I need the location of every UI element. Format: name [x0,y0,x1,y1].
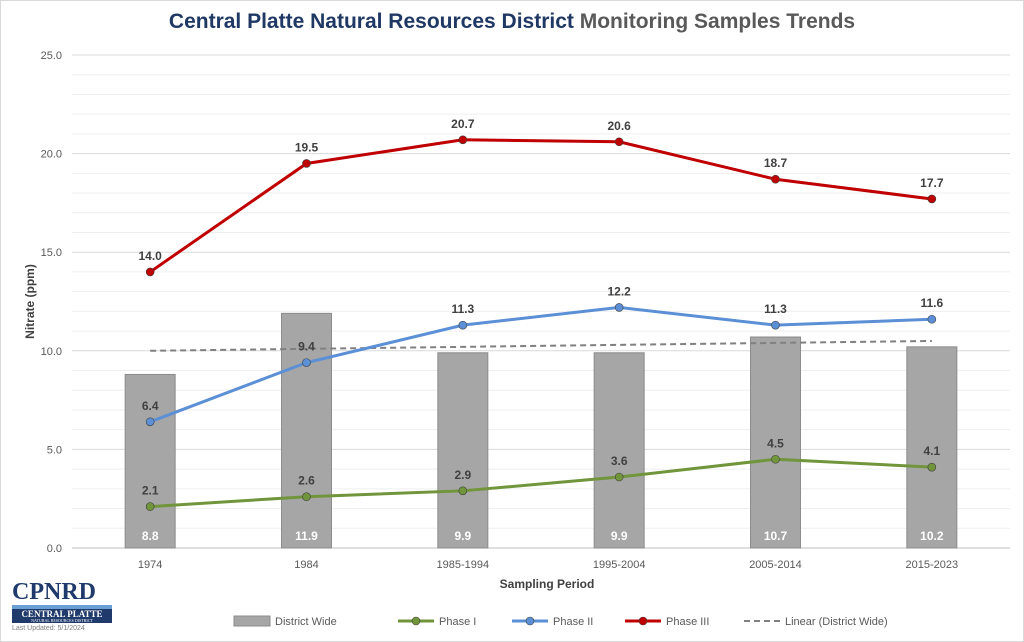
chart-title-district: Central Platte Natural Resources Distric… [168,10,574,33]
data-label-phase-i: 3.6 [611,454,628,468]
point-phase-iii [145,267,155,277]
data-label-district-wide: 9.9 [454,529,471,543]
data-label-phase-iii: 20.6 [607,119,631,133]
data-label-phase-ii: 11.6 [920,296,943,310]
data-label-phase-ii: 12.2 [607,284,631,298]
logo-wordmark: CPNRD [12,579,96,605]
bar-district-wide [124,373,176,549]
point-phase-i [927,462,937,472]
y-axis-title: Nitrate (ppm) [23,264,37,339]
data-label-phase-iii: 19.5 [295,140,319,154]
legend-label-phase-ii: Phase II [553,616,593,628]
point-phase-ii [145,417,155,427]
point-phase-iii [614,137,624,147]
legend-label-district-wide: District Wide [275,616,337,628]
legend-label-phase-i: Phase I [439,616,476,628]
data-label-phase-i: 4.5 [767,436,784,450]
data-label-phase-iii: 18.7 [764,156,788,170]
legend-label-phase-iii: Phase III [666,616,709,628]
x-tick-label: 1985-1994 [437,559,490,571]
trendline-district-wide [150,339,932,352]
logo-band: CENTRAL PLATTE NATURAL RESOURCES DISTRIC… [12,609,112,623]
y-tick-label: 20.0 [41,149,62,161]
x-tick-label: 2015-2023 [906,559,959,571]
data-label-phase-i: 2.9 [454,468,471,482]
y-tick-label: 10.0 [41,346,62,358]
data-label-district-wide: 11.9 [295,529,318,543]
point-phase-iii [458,135,468,145]
x-tick-label: 1974 [138,559,162,571]
x-tick-label: 2005-2014 [749,559,802,571]
point-phase-iii [302,159,311,168]
x-tick-label: 1995-2004 [593,559,646,571]
point-phase-ii [771,320,780,330]
point-phase-ii [614,303,624,312]
cpnrd-logo: CPNRD CENTRAL PLATTE NATURAL RESOURCES D… [12,580,124,640]
data-label-phase-ii: 6.4 [142,399,159,413]
legend-marker-phase-iii [638,616,648,626]
logo-band-line2: NATURAL RESOURCES DISTRICT [31,618,93,623]
point-phase-i [614,472,624,482]
data-label-district-wide: 10.7 [764,529,788,543]
line-phase-i [150,457,932,509]
point-phase-i [145,502,155,511]
x-tick-label: 1984 [294,559,318,571]
legend-swatch-district-wide [233,615,271,627]
point-phase-i [458,486,468,496]
legend-marker-phase-i [411,616,421,626]
legend-label-linear-district-wide: Linear (District Wide) [785,616,888,628]
logo-band-line1: CENTRAL PLATTE [21,609,103,619]
chart-title-subject: Monitoring Samples Trends [579,10,856,33]
bar-district-wide [906,346,958,549]
chart-title: Central Platte Natural Resources Distric… [0,10,1024,34]
data-label-phase-iii: 20.7 [451,117,475,131]
data-label-phase-i: 2.6 [298,474,315,488]
y-tick-label: 5.0 [47,444,62,456]
point-phase-iii [927,194,937,204]
bar-district-wide [437,352,489,549]
data-label-phase-ii: 9.4 [298,340,315,354]
x-axis-title: Sampling Period [500,577,595,591]
point-phase-ii [927,314,937,324]
data-label-phase-i: 4.1 [923,444,940,458]
bar-district-wide [281,312,332,549]
data-label-phase-iii: 14.0 [138,249,162,263]
data-label-phase-ii: 11.3 [451,302,474,316]
data-label-district-wide: 10.2 [920,529,944,543]
y-tick-label: 15.0 [41,247,62,259]
y-tick-label: 25.0 [41,50,62,62]
bar-district-wide [593,352,645,549]
data-label-phase-iii: 17.7 [920,176,944,190]
point-phase-i [771,454,780,464]
logo-wave [12,605,112,609]
line-phase-ii [149,305,932,424]
legend-marker-phase-ii [525,616,535,626]
point-phase-ii [458,320,468,330]
data-label-district-wide: 8.8 [142,529,159,543]
bar-district-wide [750,336,801,549]
y-tick-label: 0.0 [47,543,62,555]
point-phase-ii [302,358,311,367]
point-phase-i [302,492,311,502]
line-phase-iii [149,138,933,274]
point-phase-iii [771,174,780,184]
data-label-phase-ii: 11.3 [764,302,787,316]
last-updated-text: Last Updated: 5/1/2024 [12,625,85,632]
data-label-phase-i: 2.1 [142,484,159,498]
data-label-district-wide: 9.9 [611,529,628,543]
